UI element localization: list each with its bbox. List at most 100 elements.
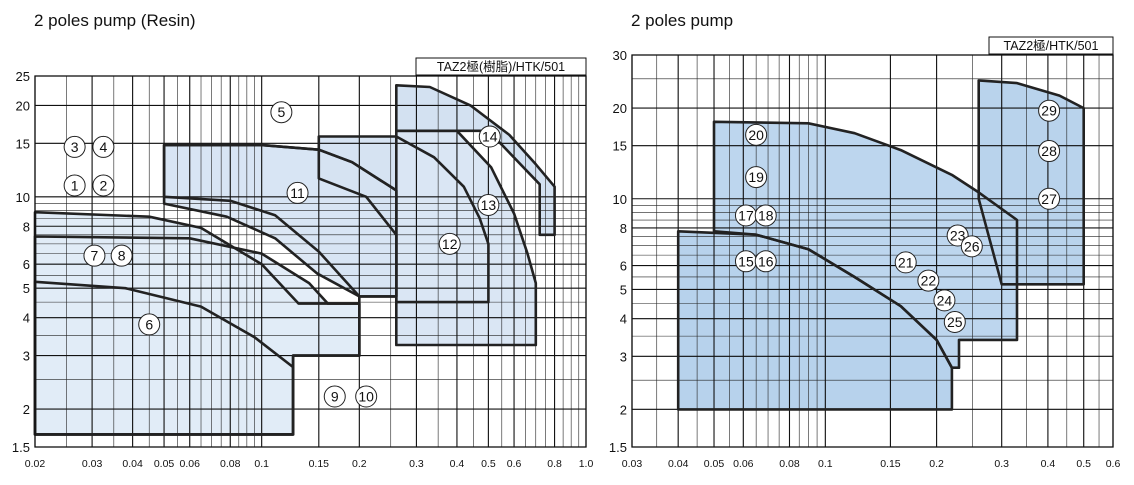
region-13 bbox=[396, 130, 536, 345]
region-outline-5 bbox=[162, 143, 398, 298]
zone-label-29: 29 bbox=[1038, 99, 1061, 122]
region-15-16 bbox=[678, 231, 952, 410]
zone-label-circle bbox=[1038, 187, 1061, 210]
zone-label-text: 5 bbox=[277, 104, 285, 120]
zone-label-circle bbox=[110, 244, 133, 267]
x-tick-label: 0.03 bbox=[82, 458, 103, 470]
zone-label-circle bbox=[83, 244, 106, 267]
zone-label-9: 9 bbox=[323, 385, 346, 408]
zone-label-circle bbox=[438, 232, 461, 255]
y-tick-label: 6 bbox=[23, 257, 30, 272]
x-tick-label: 0.1 bbox=[818, 458, 833, 470]
zone-label-circle bbox=[92, 135, 115, 158]
zone-label-28: 28 bbox=[1038, 140, 1061, 163]
x-tick-label: 0.06 bbox=[733, 458, 754, 470]
zone-label-text: 23 bbox=[950, 228, 966, 244]
zone-label-circle bbox=[745, 123, 768, 146]
y-tick-label: 1.5 bbox=[609, 440, 627, 455]
y-tick-label: 6 bbox=[620, 259, 627, 274]
y-tick-label: 4 bbox=[23, 311, 30, 326]
zone-label-6: 6 bbox=[138, 313, 161, 336]
zone-label-27: 27 bbox=[1038, 187, 1061, 210]
x-tick-label: 0.15 bbox=[309, 458, 330, 470]
zone-label-5: 5 bbox=[270, 101, 293, 124]
y-tick-label: 30 bbox=[613, 48, 627, 63]
zone-label-text: 14 bbox=[482, 129, 498, 145]
x-tick-label: 0.08 bbox=[220, 458, 241, 470]
zone-label-circle bbox=[138, 313, 161, 336]
y-tick-label: 8 bbox=[620, 221, 627, 236]
zone-label-circle bbox=[355, 385, 378, 408]
zone-label-text: 1 bbox=[71, 177, 79, 193]
chart-title-left: 2 poles pump (Resin) bbox=[34, 11, 196, 30]
x-tick-label: 1.0 bbox=[579, 458, 594, 470]
zone-label-text: 4 bbox=[99, 139, 107, 155]
zone-label-18: 18 bbox=[754, 204, 777, 227]
zone-label-text: 29 bbox=[1041, 103, 1057, 119]
zone-label-26: 26 bbox=[960, 235, 983, 258]
x-tick-label: 0.15 bbox=[880, 458, 901, 470]
x-tick-label: 0.3 bbox=[994, 458, 1009, 470]
zone-label-text: 7 bbox=[91, 248, 99, 264]
plot-frame bbox=[631, 54, 1114, 448]
zone-label-circle bbox=[894, 251, 917, 274]
zone-label-circle bbox=[1038, 140, 1061, 163]
zone-label-circle bbox=[63, 174, 86, 197]
zone-label-text: 18 bbox=[758, 207, 774, 223]
zone-label-text: 17 bbox=[738, 207, 754, 223]
model-label: TAZ2極/HTK/501 bbox=[1004, 38, 1099, 53]
x-tick-label: 0.5 bbox=[481, 458, 496, 470]
zone-label-text: 28 bbox=[1041, 143, 1057, 159]
model-label-box bbox=[988, 36, 1114, 55]
zone-label-text: 21 bbox=[898, 254, 914, 270]
region-outline-13 bbox=[394, 129, 538, 347]
zone-label-14: 14 bbox=[478, 125, 501, 148]
zone-label-circle bbox=[286, 181, 309, 204]
plot-frame bbox=[34, 75, 587, 448]
x-tick-label: 0.8 bbox=[547, 458, 562, 470]
zone-label-text: 2 bbox=[99, 177, 107, 193]
zone-label-text: 13 bbox=[481, 197, 497, 213]
zone-label-4: 4 bbox=[92, 135, 115, 158]
y-tick-label: 15 bbox=[16, 136, 30, 151]
x-tick-label: 0.2 bbox=[929, 458, 944, 470]
zone-label-text: 22 bbox=[921, 273, 937, 289]
x-tick-label: 0.03 bbox=[622, 458, 643, 470]
zone-label-8: 8 bbox=[110, 244, 133, 267]
region-outline-20 bbox=[712, 120, 1019, 370]
zone-label-circle bbox=[270, 101, 293, 124]
zone-label-circle bbox=[478, 125, 501, 148]
y-tick-label: 10 bbox=[613, 192, 627, 207]
y-tick-label: 3 bbox=[620, 349, 627, 364]
x-tick-label: 0.04 bbox=[668, 458, 689, 470]
zone-label-text: 9 bbox=[331, 388, 339, 404]
zone-label-25: 25 bbox=[943, 310, 966, 333]
zone-label-circle bbox=[745, 166, 768, 189]
x-tick-label: 0.4 bbox=[450, 458, 465, 470]
y-tick-label: 20 bbox=[16, 98, 30, 113]
zone-label-21: 21 bbox=[894, 251, 917, 274]
x-tick-label: 0.04 bbox=[122, 458, 143, 470]
zone-label-13: 13 bbox=[477, 193, 500, 216]
zone-label-24: 24 bbox=[933, 289, 956, 312]
zone-label-3: 3 bbox=[63, 135, 86, 158]
y-tick-label: 4 bbox=[620, 312, 627, 327]
x-tick-label: 0.2 bbox=[352, 458, 367, 470]
zone-label-10: 10 bbox=[355, 385, 378, 408]
region-outline-14 bbox=[394, 84, 556, 237]
region-outline-29 bbox=[977, 79, 1085, 286]
zone-label-text: 24 bbox=[937, 292, 953, 308]
zone-label-text: 16 bbox=[758, 253, 774, 269]
zone-label-text: 19 bbox=[748, 169, 764, 185]
zone-label-22: 22 bbox=[917, 269, 940, 292]
y-tick-label: 5 bbox=[23, 281, 30, 296]
zone-label-circle bbox=[960, 235, 983, 258]
zone-label-text: 8 bbox=[118, 248, 126, 264]
zone-label-circle bbox=[323, 385, 346, 408]
zone-label-circle bbox=[943, 310, 966, 333]
zone-label-text: 12 bbox=[442, 236, 458, 252]
x-tick-label: 0.06 bbox=[180, 458, 201, 470]
